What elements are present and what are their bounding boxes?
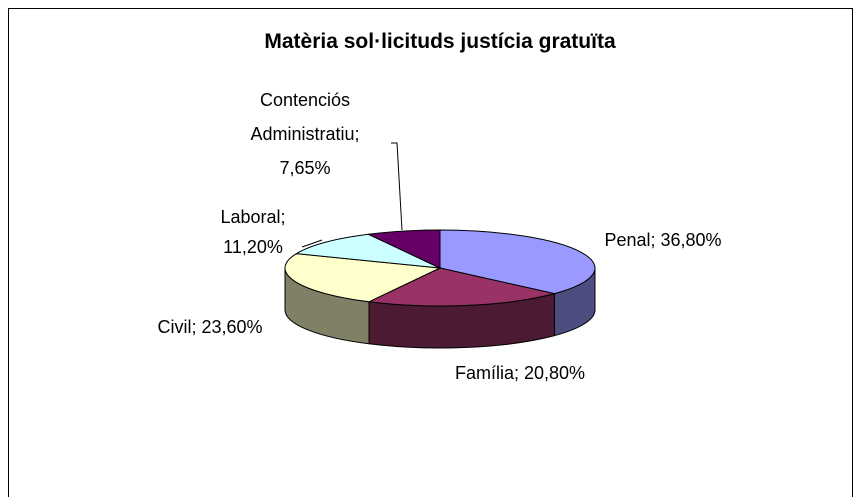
slice	[439, 229, 596, 295]
chart-title: Matèria sol·licituds justícia gratuïta	[264, 30, 616, 53]
label-name: Penal	[604, 230, 650, 250]
label-separator: ;	[281, 207, 286, 227]
data-label: Laboral; 11,20%	[220, 207, 285, 257]
label-separator: ;	[514, 363, 519, 383]
label-separator: ;	[191, 317, 196, 337]
slice	[284, 253, 442, 303]
data-label: Civil; 23,60%	[157, 317, 262, 337]
leader-line	[301, 239, 323, 248]
slice	[366, 229, 441, 269]
label-separator: ;	[355, 124, 360, 144]
label-value: 36,80%	[661, 230, 722, 250]
label-name: Laboral	[220, 207, 280, 227]
label-name: Civil	[157, 317, 191, 337]
label-name: Contenciós	[260, 90, 350, 110]
label-name: Família	[455, 363, 515, 383]
label-value: 11,20%	[223, 237, 283, 257]
leader-line	[391, 142, 403, 231]
data-label: Contenciós Administratiu; 7,65%	[250, 90, 359, 178]
label-value: 7,65%	[279, 158, 330, 178]
label-separator: ;	[650, 230, 655, 250]
data-label: Penal; 36,80%	[604, 230, 721, 250]
label-name: Administratiu	[250, 124, 354, 144]
slice	[294, 233, 441, 269]
slice	[367, 267, 555, 307]
data-label: Família; 20,80%	[455, 363, 585, 383]
labels: Penal; 36,80%Família; 20,80%Civil; 23,60%La…	[157, 90, 721, 383]
label-value: 23,60%	[201, 317, 262, 337]
label-value: 20,80%	[524, 363, 585, 383]
pie	[284, 229, 596, 349]
